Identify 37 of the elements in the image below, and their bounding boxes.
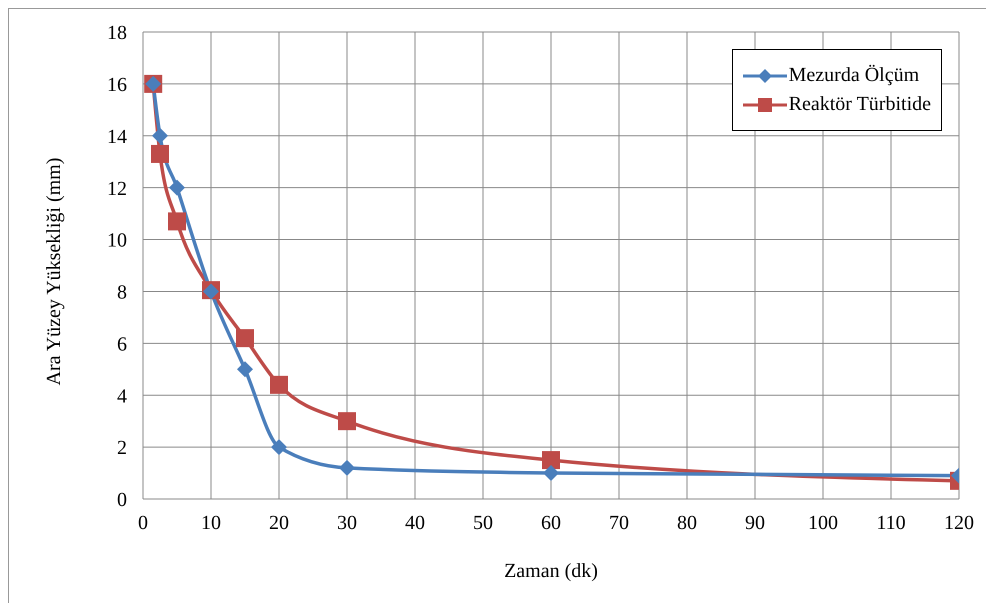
y-tick-label: 16 [107,74,127,96]
y-tick-label: 14 [107,126,127,148]
point [338,412,356,430]
x-tick-label: 110 [876,512,906,534]
y-tick-label: 6 [117,333,127,356]
point [270,376,288,394]
x-tick-label: 60 [541,512,561,534]
y-tick-label: 4 [117,385,127,408]
x-tick-label: 10 [201,512,221,534]
x-tick-label: 70 [609,512,629,534]
point [152,128,168,144]
x-tick-label: 0 [138,512,148,534]
x-axis-title: Zaman (dk) [504,560,598,582]
point [339,460,355,476]
y-tick-label: 18 [107,22,127,44]
point [151,144,169,163]
x-tick-label: 50 [473,512,493,534]
x-tick-label: 80 [677,512,697,534]
point [271,439,287,456]
x-tick-label: 40 [405,512,425,534]
x-tick-label: 120 [944,512,974,534]
point [169,180,185,196]
x-tick-label: 20 [269,512,289,534]
y-tick-label: 12 [107,178,127,200]
x-tick-label: 100 [808,512,838,534]
y-tick-label: 0 [117,489,127,512]
legend-label: Mezurda Ölçüm [788,64,920,87]
y-tick-label: 2 [117,437,127,460]
point [237,361,253,378]
y-tick-label: 10 [107,230,127,252]
y-tick-label: 8 [117,282,127,304]
legend-label: Reaktör Türbitide [788,93,931,116]
point [236,329,254,348]
point [168,212,186,230]
x-tick-label: 30 [337,512,357,534]
y-axis-title: Ara Yüzey Yüksekliği (mm) [43,158,66,386]
x-tick-label: 90 [745,512,765,534]
